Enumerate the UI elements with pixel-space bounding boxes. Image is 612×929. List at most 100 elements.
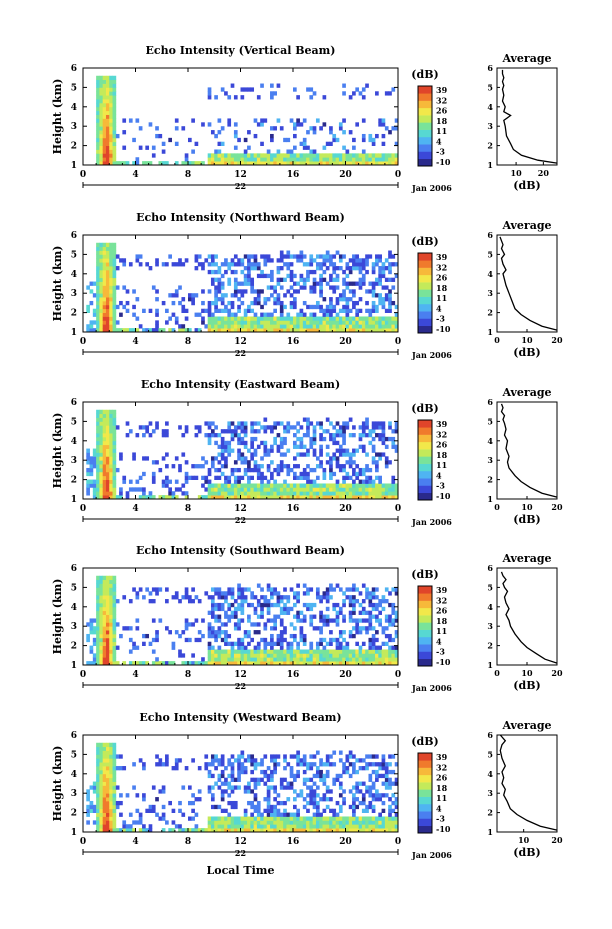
- heatmap-cell: [109, 133, 113, 139]
- heatmap-cell: [237, 452, 241, 457]
- heatmap-cell: [89, 479, 94, 484]
- heatmap-cell: [266, 812, 271, 817]
- heatmap-cell: [86, 812, 90, 817]
- heatmap-cell: [217, 645, 222, 650]
- heatmap-cell: [270, 316, 274, 321]
- heatmap-cell: [230, 785, 235, 790]
- heatmap-cell: [109, 602, 113, 608]
- heatmap-cell: [102, 816, 107, 821]
- heatmap-cell: [214, 133, 218, 139]
- heatmap-cell: [306, 800, 310, 806]
- heatmap-cell: [102, 808, 107, 813]
- heatmap-cell: [171, 464, 176, 469]
- heatmap-cell: [151, 153, 156, 158]
- heatmap-cell: [109, 308, 113, 313]
- heatmap-cell: [227, 793, 232, 798]
- heatmap-cell: [92, 308, 97, 313]
- heatmap-cell: [342, 495, 346, 500]
- heatmap-cell: [247, 161, 251, 166]
- heatmap-cell: [293, 433, 297, 438]
- heatmap-cell: [325, 789, 330, 794]
- heatmap-cell: [102, 262, 107, 267]
- heatmap-cell: [368, 645, 373, 650]
- heatmap-cell: [335, 433, 340, 438]
- heatmap-cell: [348, 491, 353, 496]
- heatmap-cell: [384, 587, 389, 592]
- heatmap-cell: [112, 161, 117, 166]
- heatmap-cell: [263, 157, 268, 162]
- heatmap-cell: [358, 308, 363, 313]
- heatmap-cell: [135, 487, 140, 492]
- heatmap-cell: [105, 816, 110, 821]
- heatmap-cell: [250, 828, 255, 833]
- heatmap-cell: [391, 495, 396, 500]
- heatmap-cell: [109, 754, 113, 759]
- heatmap-cell: [171, 828, 176, 833]
- heatmap-cell: [312, 157, 317, 162]
- heatmap-cell: [102, 587, 107, 592]
- heatmap-cell: [96, 413, 100, 418]
- colorbar-swatch: [418, 441, 432, 450]
- heatmap-cell: [283, 464, 287, 469]
- heatmap-cell: [247, 130, 251, 135]
- heatmap-cell: [207, 153, 212, 158]
- colorbar-swatch: [418, 107, 432, 116]
- heatmap-cell: [381, 824, 386, 829]
- heatmap-cell: [273, 649, 277, 654]
- heatmap-cell: [361, 583, 366, 588]
- heatmap-cell: [240, 328, 245, 333]
- heatmap-cell: [338, 785, 343, 790]
- heatmap-cell: [273, 467, 277, 473]
- heatmap-cell: [266, 606, 271, 612]
- heatmap-cell: [240, 440, 245, 446]
- heatmap-cell: [102, 409, 107, 415]
- heatmap-cell: [165, 495, 169, 500]
- heatmap-cell: [220, 653, 225, 658]
- heatmap-cell: [112, 583, 117, 588]
- heatmap-cell: [240, 421, 245, 426]
- heatmap-cell: [96, 808, 100, 813]
- heatmap-cell: [273, 816, 277, 821]
- profile-y-tick-label: 2: [487, 475, 493, 485]
- heatmap-cell: [293, 161, 297, 166]
- heatmap-cell: [250, 254, 255, 259]
- heatmap-cell: [296, 758, 300, 763]
- heatmap-cell: [256, 649, 261, 654]
- heatmap-cell: [322, 777, 327, 782]
- heatmap-cell: [174, 262, 179, 267]
- heatmap-cell: [378, 610, 382, 615]
- heatmap-cell: [233, 483, 238, 488]
- heatmap-cell: [233, 653, 238, 658]
- heatmap-cell: [260, 758, 264, 763]
- heatmap-cell: [355, 785, 360, 790]
- heatmap-cell: [352, 606, 356, 612]
- heatmap-cell: [309, 641, 314, 646]
- heatmap-cell: [214, 591, 218, 596]
- heatmap-cell: [394, 649, 399, 654]
- heatmap-cell: [329, 456, 333, 461]
- heatmap-cell: [99, 602, 104, 608]
- heatmap-cell: [96, 610, 100, 615]
- heatmap-cell: [92, 618, 97, 623]
- heatmap-cell: [293, 797, 297, 802]
- heatmap-cell: [105, 114, 110, 119]
- heatmap-cell: [128, 429, 133, 434]
- heatmap-cell: [250, 758, 255, 763]
- heatmap-cell: [155, 308, 159, 313]
- heatmap-cell: [220, 649, 225, 654]
- profile-x-label: (dB): [513, 679, 540, 692]
- heatmap-cell: [214, 487, 218, 492]
- heatmap-cell: [309, 87, 314, 92]
- heatmap-cell: [345, 661, 350, 666]
- heatmap-cell: [270, 828, 274, 833]
- heatmap-cell: [210, 653, 215, 658]
- heatmap-cell: [319, 324, 323, 329]
- heatmap-cell: [266, 649, 271, 654]
- heatmap-cell: [391, 602, 396, 608]
- heatmap-cell: [96, 161, 100, 166]
- heatmap-cell: [391, 800, 396, 806]
- heatmap-cell: [250, 277, 255, 282]
- heatmap-cell: [102, 106, 107, 112]
